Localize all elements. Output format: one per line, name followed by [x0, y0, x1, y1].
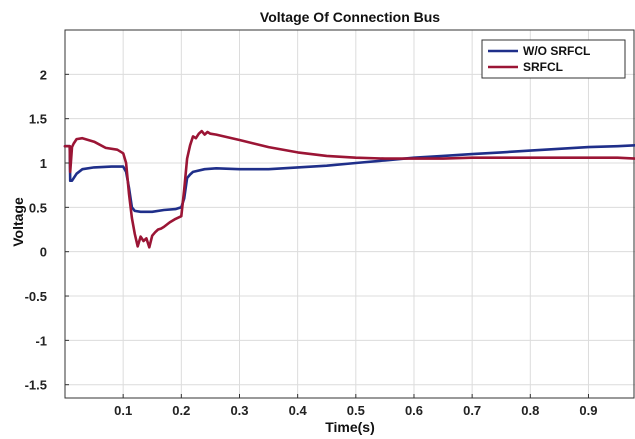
x-tick-label: 0.9	[579, 403, 597, 418]
chart-title: Voltage Of Connection Bus	[260, 9, 440, 25]
series-line-wo-srfcl	[63, 144, 635, 214]
y-axis-title: Voltage	[10, 197, 26, 247]
x-tick-label: 0.3	[230, 403, 248, 418]
x-tick-label: 0.2	[172, 403, 190, 418]
legend: W/O SRFCL SRFCL	[481, 39, 626, 79]
y-tick-label: -0.5	[25, 289, 47, 304]
x-tick-label: 0.4	[289, 403, 308, 418]
legend-label: SRFCL	[523, 60, 563, 74]
series-line-srfcl	[63, 129, 635, 249]
y-tick-label: 2	[40, 67, 47, 82]
x-axis-title: Time(s)	[325, 419, 375, 435]
plot-frame	[64, 29, 635, 399]
x-tick-label: 0.1	[114, 403, 132, 418]
y-tick-label: 0.5	[29, 200, 47, 215]
y-tick-label: 0	[40, 245, 47, 260]
series-layer	[63, 129, 635, 249]
grid-layer	[65, 30, 635, 398]
tick-layer: 0.1 0.2 0.3 0.4 0.5 0.6 0.7 0.8 0.9 2 1.5 1 0.5 0 -0.5…	[25, 67, 598, 418]
x-tick-label: 0.6	[405, 403, 423, 418]
legend-box	[481, 39, 626, 79]
y-tick-label: -1.5	[25, 378, 47, 393]
x-tick-label: 0.8	[521, 403, 539, 418]
x-tick-label: 0.5	[347, 403, 365, 418]
x-tick-label: 0.7	[463, 403, 481, 418]
y-tick-label: -1	[35, 333, 47, 348]
legend-label: W/O SRFCL	[523, 44, 590, 58]
y-tick-label: 1.5	[29, 112, 47, 127]
y-tick-label: 1	[40, 156, 47, 171]
